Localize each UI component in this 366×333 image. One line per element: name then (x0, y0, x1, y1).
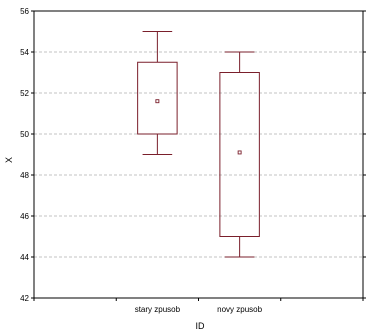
median-marker (155, 99, 160, 104)
box-1 (137, 31, 178, 155)
grid-lines (34, 51, 363, 258)
y-tick-label-46: 46 (20, 212, 29, 221)
y-tick-label-52: 52 (20, 89, 29, 98)
y-tick-label-48: 48 (20, 171, 29, 180)
x-axis-label: ID (196, 321, 206, 331)
interquartile-box (137, 61, 178, 135)
plot-frame (33, 10, 364, 299)
interquartile-box (219, 72, 260, 237)
y-tick-label-56: 56 (20, 7, 29, 16)
y-tick-label-54: 54 (20, 48, 29, 57)
boxes (137, 31, 260, 258)
x-category-label: novy zpusob (217, 305, 262, 314)
median-marker (237, 150, 242, 155)
y-tick-label-44: 44 (20, 253, 29, 262)
x-category-label: stary zpusob (135, 305, 181, 314)
box-2 (219, 51, 260, 258)
y-axis-label: X (4, 157, 14, 163)
y-axis-ticks: 42 44 46 48 50 52 54 56 (20, 7, 366, 303)
y-tick-label-50: 50 (20, 130, 29, 139)
y-tick-label-42: 42 (20, 294, 29, 303)
x-axis-ticks: stary zpusob novy zpusob (33, 298, 364, 314)
